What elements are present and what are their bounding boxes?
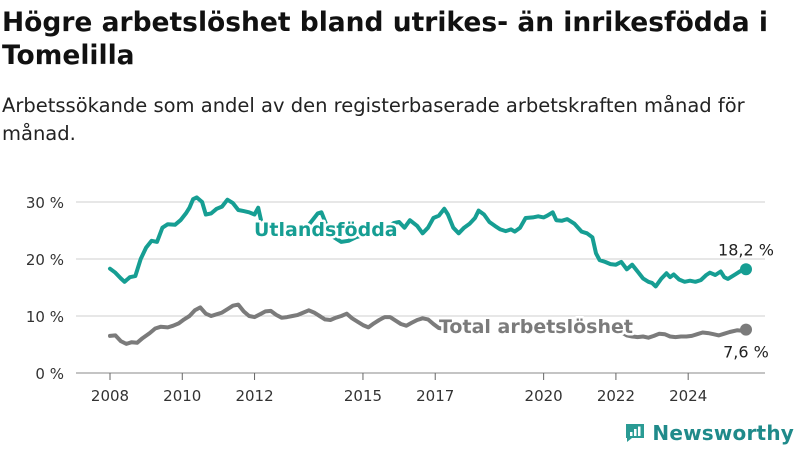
series-label-total: Total arbetslöshet (439, 316, 633, 338)
x-tick-label: 2024 (669, 387, 707, 405)
series-line-total (608, 326, 748, 340)
x-tick-label: 2012 (235, 387, 273, 405)
end-point-total (740, 323, 752, 336)
end-label-utlandsfodda: 18,2 % (718, 240, 774, 259)
series-lines (108, 195, 752, 346)
series-labels: 18,2 % 7,6 % Utlandsfödda Total arbetslöshe… (252, 217, 774, 362)
chart-subtitle: Arbetssökande som andel av den registerb… (2, 94, 745, 145)
x-tick-label: 2017 (416, 387, 454, 405)
y-tick-label: 20 % (26, 251, 64, 269)
line-chart: 0 % 10 % 20 % 30 % 2008 2010 2012 2015 2017 2020… (26, 194, 774, 405)
brand-name: Newsworthy (652, 421, 794, 445)
x-tick-label: 2015 (344, 387, 382, 405)
x-tick-label: 2008 (91, 387, 129, 405)
series-label-utlandsfodda: Utlandsfödda (254, 219, 398, 241)
y-tick-label: 30 % (26, 194, 64, 212)
series-line-utlandsfodda (108, 195, 748, 289)
x-tick-label: 2022 (597, 387, 635, 405)
end-point-utlandsfodda (740, 263, 752, 276)
x-axis: 2008 2010 2012 2015 2017 2020 2022 2024 (91, 373, 707, 405)
newsworthy-logo-icon (626, 424, 645, 442)
chart-title: Högre arbetslöshet bland utrikes- än inr… (2, 7, 768, 71)
y-tick-label: 0 % (35, 365, 64, 383)
x-tick-label: 2010 (163, 387, 201, 405)
x-tick-label: 2020 (525, 387, 563, 405)
y-axis: 0 % 10 % 20 % 30 % (26, 194, 64, 383)
series-line-total (108, 302, 445, 346)
y-tick-label: 10 % (26, 308, 64, 326)
brand: Newsworthy (624, 421, 794, 445)
end-label-total: 7,6 % (723, 343, 769, 362)
